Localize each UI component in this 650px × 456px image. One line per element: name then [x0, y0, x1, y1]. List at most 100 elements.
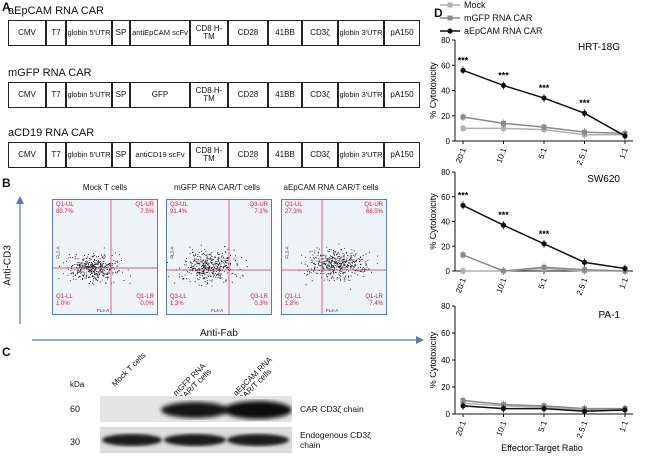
segment-cmv: CMV	[8, 142, 46, 168]
panel-a-label: A	[2, 0, 11, 14]
construct-mgfp: CMV T7 globin 5'UTR SP GFP CD8 H-TM CD28…	[8, 82, 420, 108]
segment-41bb: 41BB	[268, 20, 302, 46]
segment-t7: T7	[46, 20, 66, 46]
data-point	[460, 125, 466, 131]
data-point	[582, 129, 587, 135]
y-tick-label: 20	[441, 242, 450, 251]
flow-axis-arrows	[16, 196, 424, 344]
construct-title-mgfp: mGFP RNA CAR	[8, 67, 92, 79]
data-point	[541, 406, 547, 412]
legend-marker	[447, 2, 453, 8]
segment-sp: SP	[112, 20, 130, 46]
band-car-mgfp	[161, 402, 229, 418]
x-tick-label: 10:1	[495, 419, 509, 437]
x-axis-label: Effector:Target Ratio	[501, 443, 583, 453]
quadrant-ur-value: 7.5%	[140, 208, 154, 215]
construct-title-acd19: aCD19 RNA CAR	[8, 127, 95, 139]
panel-c-label: C	[2, 345, 11, 359]
significance-marker: ***	[498, 70, 509, 80]
quadrant-ul-label: Q1-UL	[56, 202, 74, 208]
quadrant-lr-label: Q1-LR	[365, 294, 383, 300]
segment-sp: SP	[112, 82, 130, 108]
construct-aepcam: CMV T7 globin 5'UTR SP antiEpCAM scFv CD…	[8, 20, 420, 46]
data-point	[622, 265, 628, 272]
segment-globin-5utr: globin 5'UTR	[66, 82, 112, 108]
segment-t7: T7	[46, 142, 66, 168]
segment-globin-3utr: globin 3'UTR	[338, 142, 384, 168]
data-point	[500, 222, 507, 228]
segment-cmv: CMV	[8, 20, 46, 46]
channel-y-label: FL2-A	[169, 246, 175, 259]
flow-plot-title: mGFP RNA CAR/T cells	[174, 183, 260, 192]
data-point	[460, 202, 466, 209]
segment-cd28: CD28	[228, 82, 268, 108]
data-point	[460, 398, 466, 403]
segment-globin-5utr: globin 5'UTR	[66, 20, 112, 46]
quadrant-ul-label: Q3-UL	[170, 202, 188, 208]
x-tick-label: 1:1	[618, 419, 630, 433]
data-point	[500, 82, 507, 89]
y-tick-label: 80	[441, 36, 450, 45]
data-point	[541, 264, 547, 270]
scatter-cloud	[167, 244, 248, 287]
data-point	[541, 241, 547, 247]
significance-marker: ***	[458, 190, 469, 200]
channel-y-label: FL2-A	[55, 246, 61, 259]
data-point	[500, 406, 507, 412]
subplot-title: SW620	[587, 174, 620, 185]
segment-t7: T7	[46, 82, 66, 108]
segment-cd8-htm: CD8 H-TM	[190, 82, 228, 108]
quadrant-ll-label: Q3-LL	[170, 294, 187, 300]
x-tick-label: 20:1	[454, 276, 468, 294]
segment-cd3z: CD3ζ	[302, 20, 338, 46]
data-point	[581, 110, 588, 116]
segment-globin-3utr: globin 3'UTR	[338, 20, 384, 46]
data-point	[460, 114, 466, 120]
y-tick-label: 40	[441, 218, 450, 227]
y-tick-label: 80	[441, 302, 450, 311]
band-endogenous-mock	[102, 434, 162, 446]
y-axis-label: % Cytotoxicity	[430, 62, 438, 119]
significance-marker: ***	[458, 55, 469, 65]
data-point	[460, 403, 466, 409]
arrow-up-icon	[16, 196, 24, 204]
segment-41bb: 41BB	[268, 82, 302, 108]
significance-marker: ***	[498, 210, 509, 220]
band-label-car: CAR CD3ζ chain	[300, 404, 364, 414]
quadrant-lr-value: 7.4%	[369, 300, 383, 307]
channel-x-label: FL4-A	[211, 308, 224, 313]
segment-cd28: CD28	[228, 142, 268, 168]
y-tick-label: 40	[441, 356, 450, 365]
data-point	[541, 95, 547, 101]
western-blot	[100, 396, 292, 453]
construct-title-aepcam: aEpCAM RNA CAR	[8, 5, 104, 17]
segment-cd8-htm: CD8 H-TM	[190, 20, 228, 46]
quadrant-ul-value: 27.3%	[285, 208, 303, 215]
quadrant-ll-label: Q1-LL	[56, 294, 73, 300]
flow-plot-mock: Q1-UL 89.7% Q1-UR 7.5% Q1-LL 1.0% Q1-LR 0.0%…	[52, 199, 158, 315]
x-tick-label: 10:1	[495, 146, 509, 164]
segment-pa150: pA150	[384, 142, 420, 168]
quadrant-lr-value: 0.3%	[254, 300, 268, 307]
y-tick-label: 60	[441, 329, 450, 338]
quadrant-lr-label: Q3-LR	[250, 294, 268, 300]
legend-label: mGFP RNA CAR	[464, 13, 533, 23]
segment-cd28: CD28	[228, 20, 268, 46]
legend-marker	[447, 15, 453, 21]
segment-globin-3utr: globin 3'UTR	[338, 82, 384, 108]
quadrant-ur-value: 7.1%	[254, 208, 268, 215]
flow-plot-title: aEpCAM RNA CAR/T cells	[283, 183, 379, 192]
quadrant-ur-value: 66.5%	[365, 208, 383, 215]
y-tick-label: 0	[446, 267, 451, 276]
significance-marker: ***	[579, 98, 590, 108]
legend-marker	[447, 28, 453, 34]
data-point	[582, 267, 587, 273]
kda-label: kDa	[70, 380, 85, 389]
quadrant-ur-label: Q3-UR	[249, 202, 268, 208]
data-point	[541, 124, 547, 130]
quadrant-lr-value: 0.0%	[140, 300, 154, 307]
data-point	[460, 268, 466, 274]
quadrant-ur-label: Q1-UR	[135, 202, 154, 208]
x-tick-label: 1:1	[618, 276, 630, 290]
data-point	[501, 402, 506, 408]
